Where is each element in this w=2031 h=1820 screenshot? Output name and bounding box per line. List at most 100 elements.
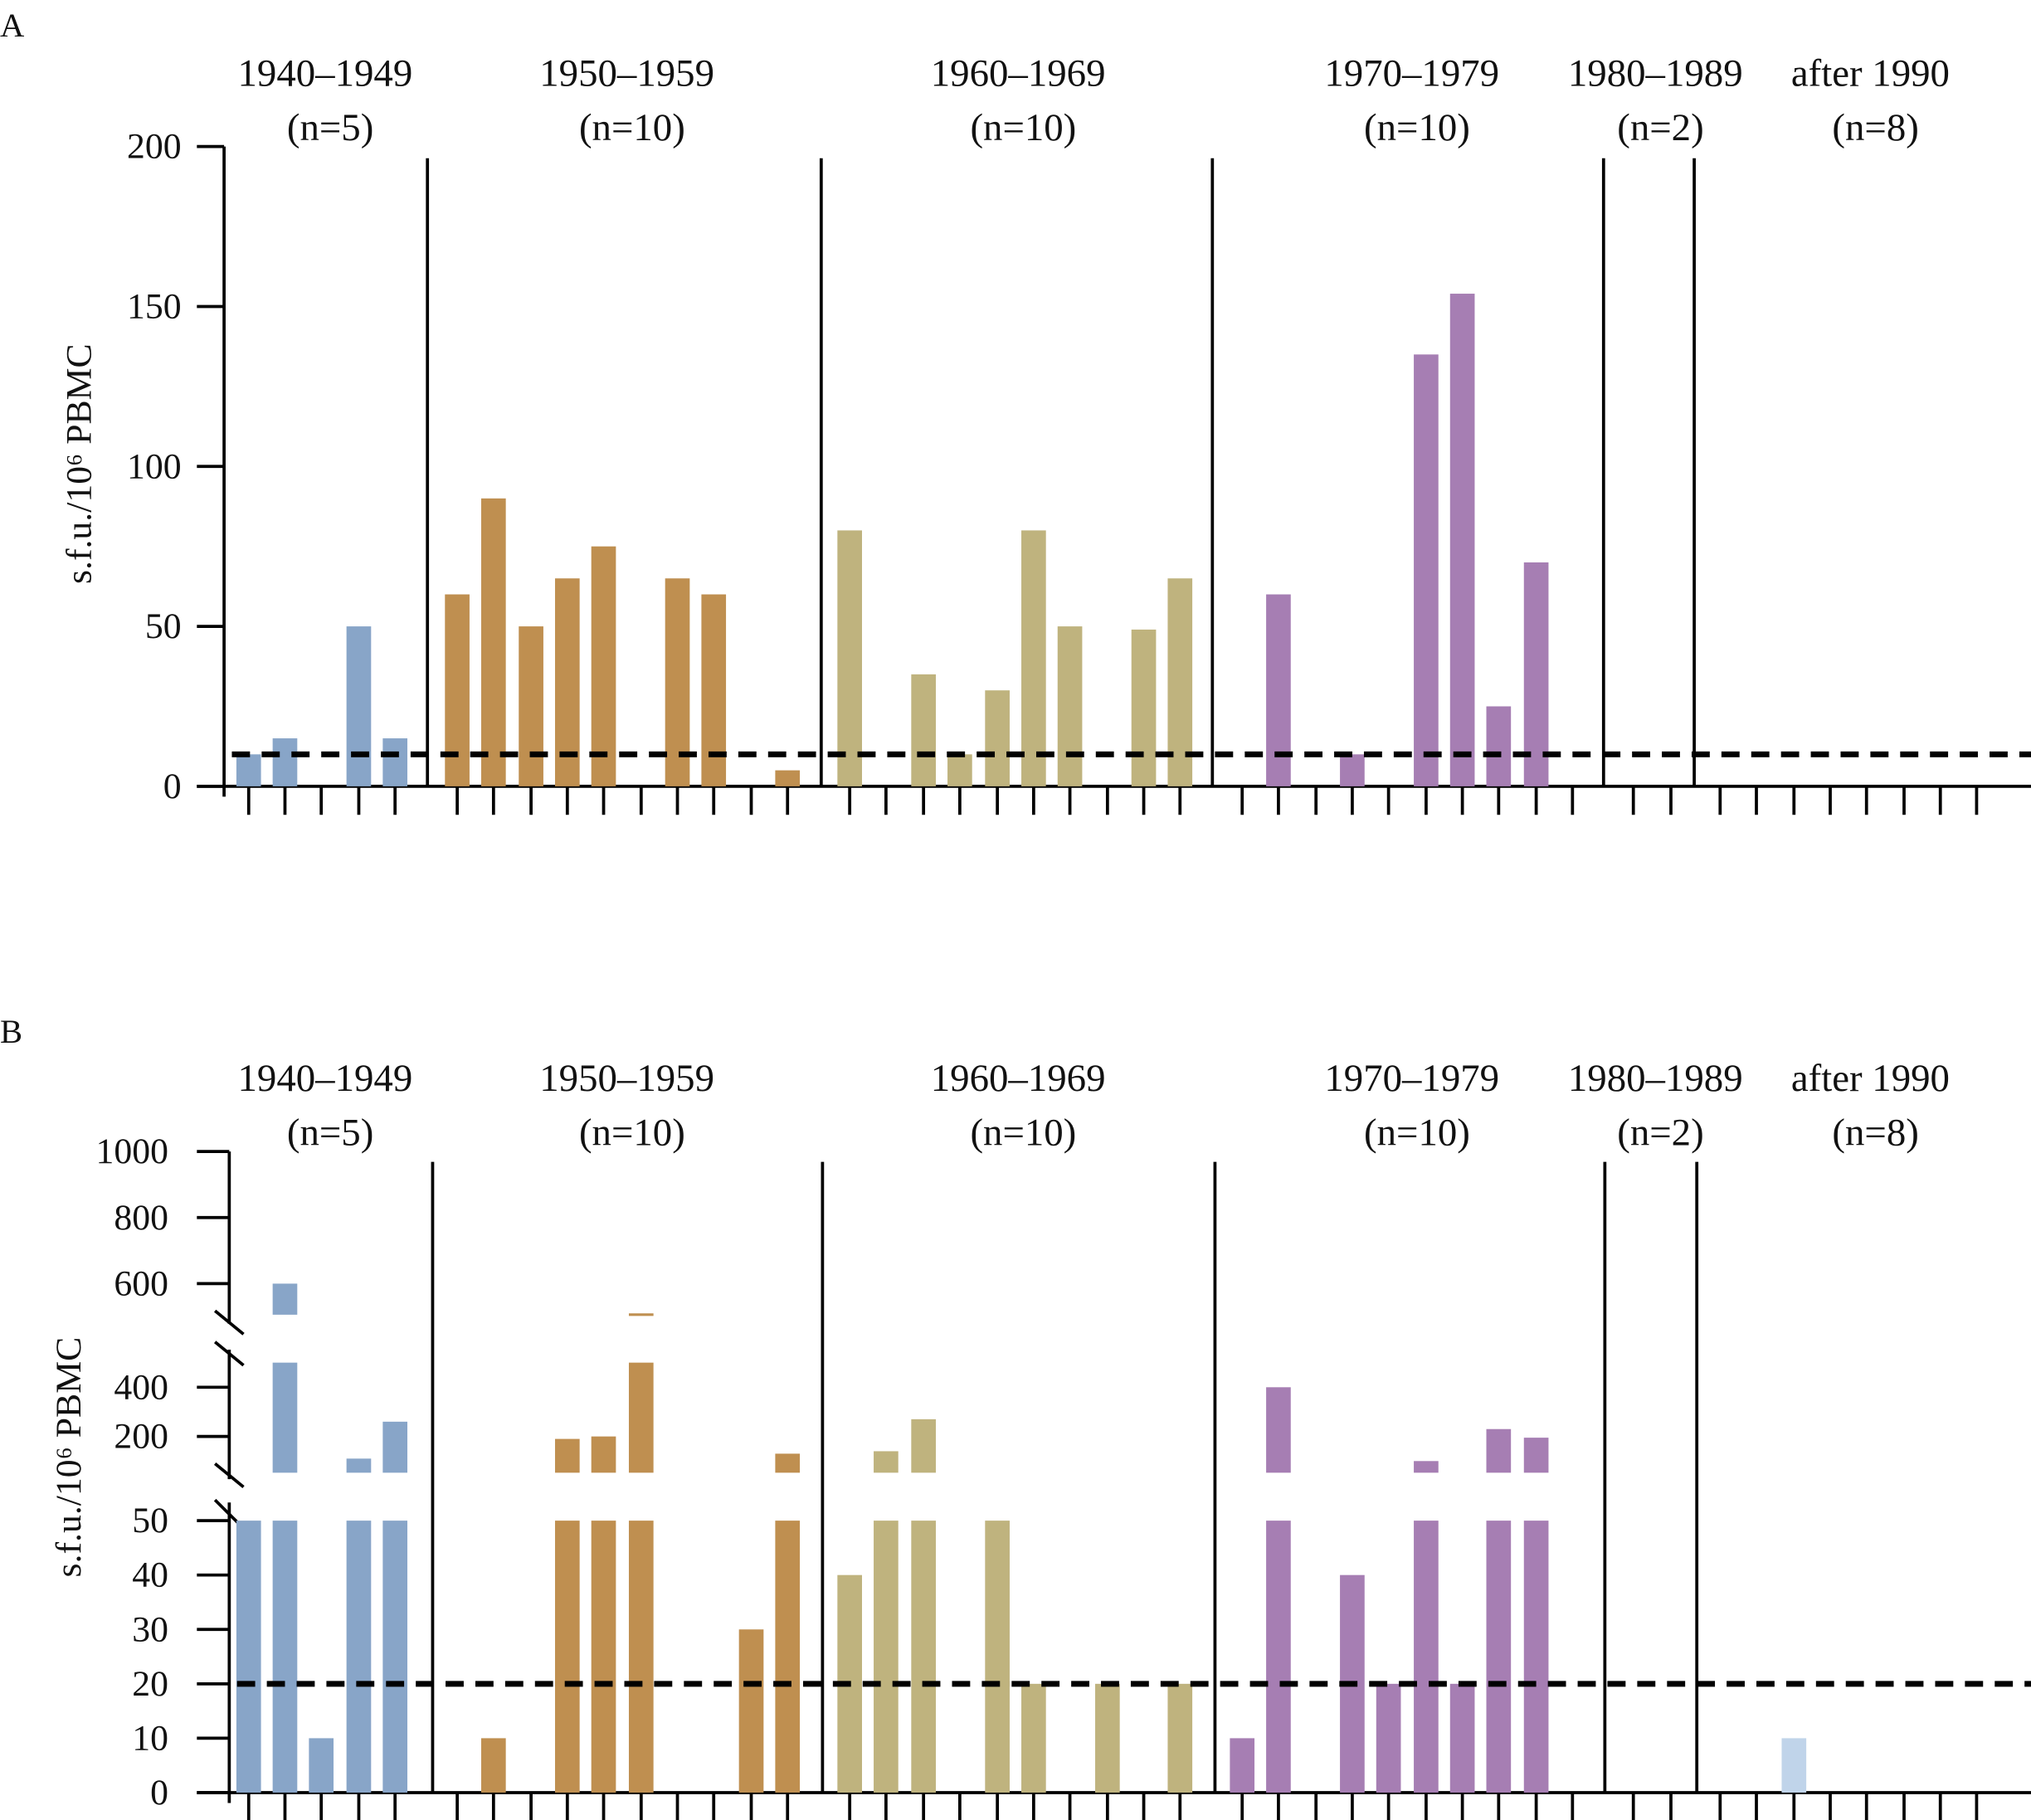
bar [911,674,936,786]
bar [1095,1683,1120,1793]
group-n-label: (n=10) [970,106,1076,149]
group-n-label: (n=8) [1832,106,1918,149]
bar-segment-top [628,1313,654,1316]
group-label: after 1990 [1791,51,1950,95]
group-label: 1940–1949 [238,1057,413,1100]
bar [1523,562,1549,786]
y-tick-label: 30 [132,1609,168,1649]
y-tick-label: 10 [132,1718,168,1758]
bar [346,626,372,786]
bar-segment-mid [346,1458,372,1473]
bar [272,738,298,786]
y-tick-label: 200 [127,127,182,167]
panel-label-a: A [0,7,24,44]
bar [382,738,408,786]
bar-segment-mid [1486,1428,1512,1473]
bar [985,1521,1010,1793]
bar-segment-mid [591,1436,616,1473]
bar [554,1521,580,1793]
y-tick-label: 200 [114,1417,168,1457]
bar [1340,754,1365,786]
bar [1449,294,1475,786]
bar-segment-mid [775,1453,801,1473]
axis-break-mark [213,1309,245,1336]
bar [837,530,862,786]
group-n-label: (n=2) [1617,1111,1703,1154]
bar-segment-top [272,1283,298,1315]
group-n-label: (n=5) [287,1111,373,1154]
group-label: 1960–1969 [931,1057,1106,1100]
bar [738,1629,764,1793]
y-tick-label: 600 [114,1263,168,1303]
y-tick-label: 1000 [96,1131,168,1171]
y-tick-label: 0 [150,1773,168,1813]
bar [236,1521,261,1793]
bar [480,1738,506,1793]
bar-segment-mid [1523,1438,1549,1473]
bar [1230,1738,1255,1793]
bar [1266,594,1291,786]
panel-label-b: B [0,1013,22,1050]
bar [701,594,727,786]
bar [346,1521,372,1793]
bar [382,1521,408,1793]
axis-break-mark [213,1341,245,1367]
group-label: 1940–1949 [238,51,413,95]
bar [947,754,972,786]
bar [1414,1521,1439,1793]
bar [1057,626,1083,786]
bar [309,1738,334,1793]
bar [911,1521,936,1793]
group-label: 1980–1989 [1568,1057,1743,1100]
bar-segment-mid [874,1451,899,1473]
group-n-label: (n=10) [579,1111,685,1154]
bar-segment-mid [554,1438,580,1473]
bar [236,754,261,786]
bar [1021,1683,1046,1793]
bar-segment-mid [628,1362,654,1473]
group-label: after 1990 [1791,1057,1950,1100]
group-label: 1970–1979 [1324,51,1499,95]
bar [1167,1683,1193,1793]
bar [480,498,506,786]
bar-segment-mid [272,1362,298,1473]
group-n-label: (n=10) [1364,1111,1470,1154]
bar [1486,1521,1512,1793]
bar [445,594,470,786]
group-label: 1950–1959 [539,1057,714,1100]
y-tick-label: 50 [145,606,182,646]
y-tick-label: 20 [132,1664,168,1704]
bar-segment-mid [911,1419,936,1473]
group-label: 1960–1969 [931,51,1106,95]
group-label: 1980–1989 [1568,51,1743,95]
bar [519,626,543,786]
bar [1376,1683,1401,1793]
y-tick-label: 150 [127,287,182,327]
bar [985,690,1010,786]
bar [874,1521,899,1793]
bar [1449,1683,1475,1793]
bar [591,546,616,786]
group-n-label: (n=10) [1364,106,1470,149]
group-n-label: (n=8) [1832,1111,1918,1154]
bar [775,1521,801,1793]
bar-segment-mid [382,1421,408,1473]
group-label: 1970–1979 [1324,1057,1499,1100]
group-label: 1950–1959 [539,51,714,95]
y-tick-label: 800 [114,1198,168,1238]
bar [1414,354,1439,786]
bar [591,1521,616,1793]
y-tick-label: 0 [163,766,182,806]
axis-break-mark [213,1462,245,1488]
y-axis-label-a: s.f.u./10⁶ PBMC [59,343,99,584]
y-tick-label: 50 [132,1501,168,1540]
bar [1781,1738,1807,1793]
group-n-label: (n=10) [579,106,685,149]
bar [1266,1521,1291,1793]
group-n-label: (n=5) [287,106,373,149]
y-tick-label: 40 [132,1555,168,1595]
bar [1021,530,1046,786]
y-tick-label: 100 [127,446,182,486]
group-n-label: (n=10) [970,1111,1076,1154]
